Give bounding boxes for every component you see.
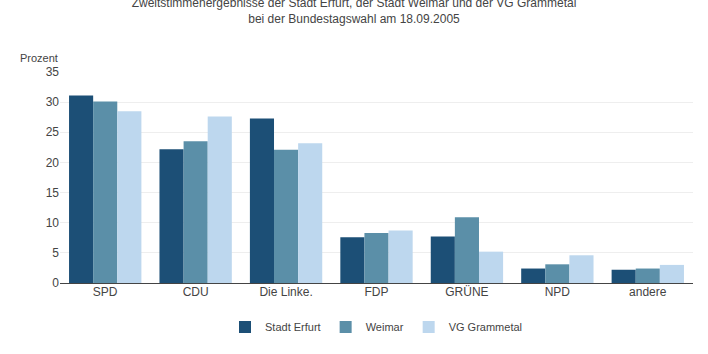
svg-text:CDU: CDU bbox=[183, 285, 209, 299]
svg-text:Weimar: Weimar bbox=[366, 321, 404, 333]
svg-text:GRÜNE: GRÜNE bbox=[445, 285, 488, 299]
svg-text:25: 25 bbox=[46, 125, 60, 139]
svg-text:5: 5 bbox=[52, 246, 59, 260]
svg-text:15: 15 bbox=[46, 186, 60, 200]
svg-text:Stadt Erfurt: Stadt Erfurt bbox=[265, 321, 321, 333]
svg-text:andere: andere bbox=[629, 285, 667, 299]
svg-text:FDP: FDP bbox=[365, 285, 389, 299]
svg-text:SPD: SPD bbox=[93, 285, 118, 299]
svg-text:20: 20 bbox=[46, 156, 60, 170]
svg-text:Zweitstimmenergebnisse der Sta: Zweitstimmenergebnisse der Stadt Erfurt,… bbox=[132, 0, 577, 26]
svg-text:0: 0 bbox=[52, 276, 59, 290]
svg-text:Die Linke.: Die Linke. bbox=[259, 285, 312, 299]
svg-text:35: 35 bbox=[46, 65, 60, 79]
svg-text:NPD: NPD bbox=[545, 285, 571, 299]
svg-text:30: 30 bbox=[46, 95, 60, 109]
svg-text:VG Grammetal: VG Grammetal bbox=[449, 321, 522, 333]
svg-text:Prozent: Prozent bbox=[20, 52, 58, 64]
svg-text:10: 10 bbox=[46, 216, 60, 230]
